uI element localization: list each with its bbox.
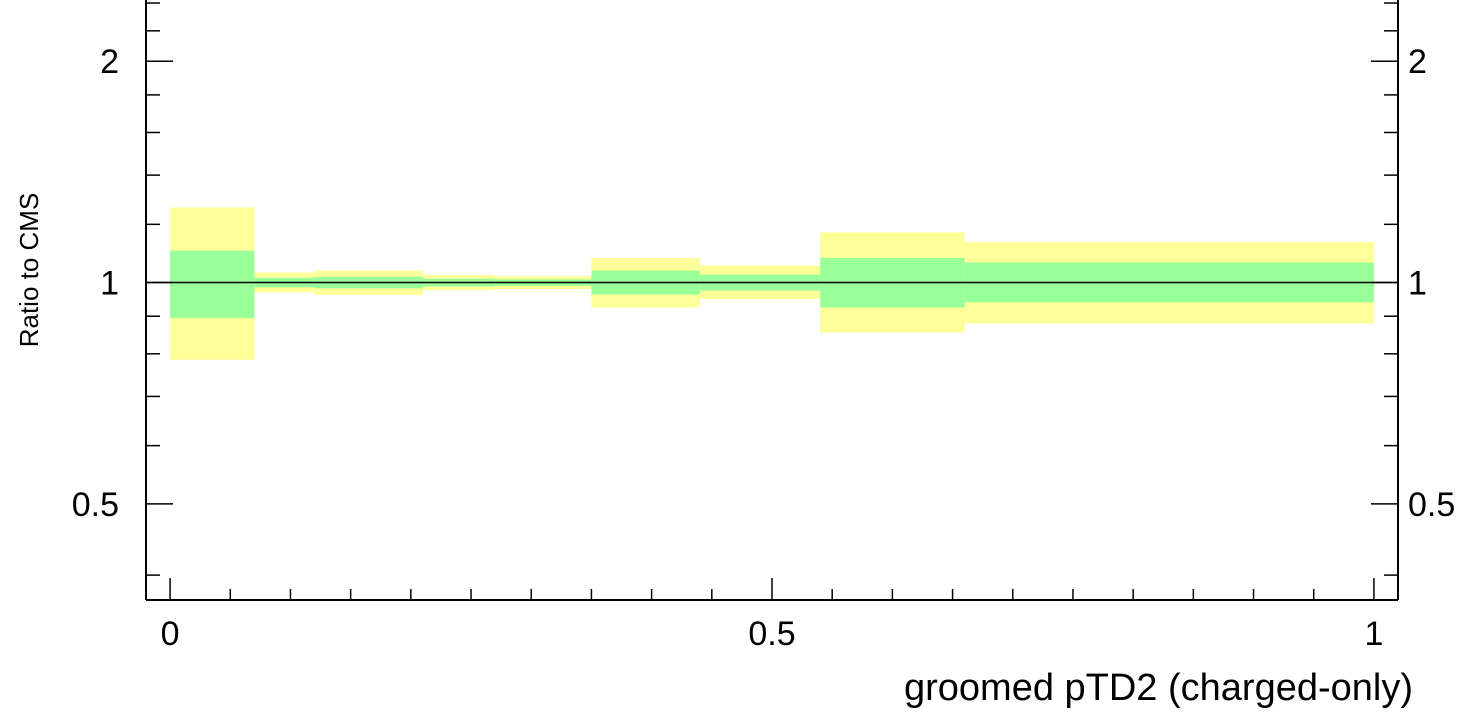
x-tick-labels: 0 0.5 1: [161, 615, 1384, 653]
y-tick-label-left: 0.5: [72, 486, 119, 524]
x-tick-label: 1: [1364, 615, 1383, 653]
y-axis-title: Ratio to CMS: [14, 193, 44, 348]
x-axis-title: groomed pTD2 (charged-only): [904, 667, 1413, 709]
y-axis-ticks: [146, 2, 1398, 576]
y-tick-label-right: 0.5: [1408, 486, 1455, 524]
y-tick-label-left: 2: [100, 43, 119, 81]
y-tick-label-right: 1: [1408, 265, 1427, 303]
x-tick-label: 0: [161, 615, 180, 653]
y-tick-label-right: 2: [1408, 43, 1427, 81]
x-axis-ticks: [169, 578, 1375, 600]
inner-band-bin-0: [170, 250, 255, 318]
y-tick-label-left: 1: [100, 265, 119, 303]
y-tick-labels: 0.5 0.5 1 1 2 2: [72, 43, 1456, 524]
x-tick-label: 0.5: [748, 615, 795, 653]
